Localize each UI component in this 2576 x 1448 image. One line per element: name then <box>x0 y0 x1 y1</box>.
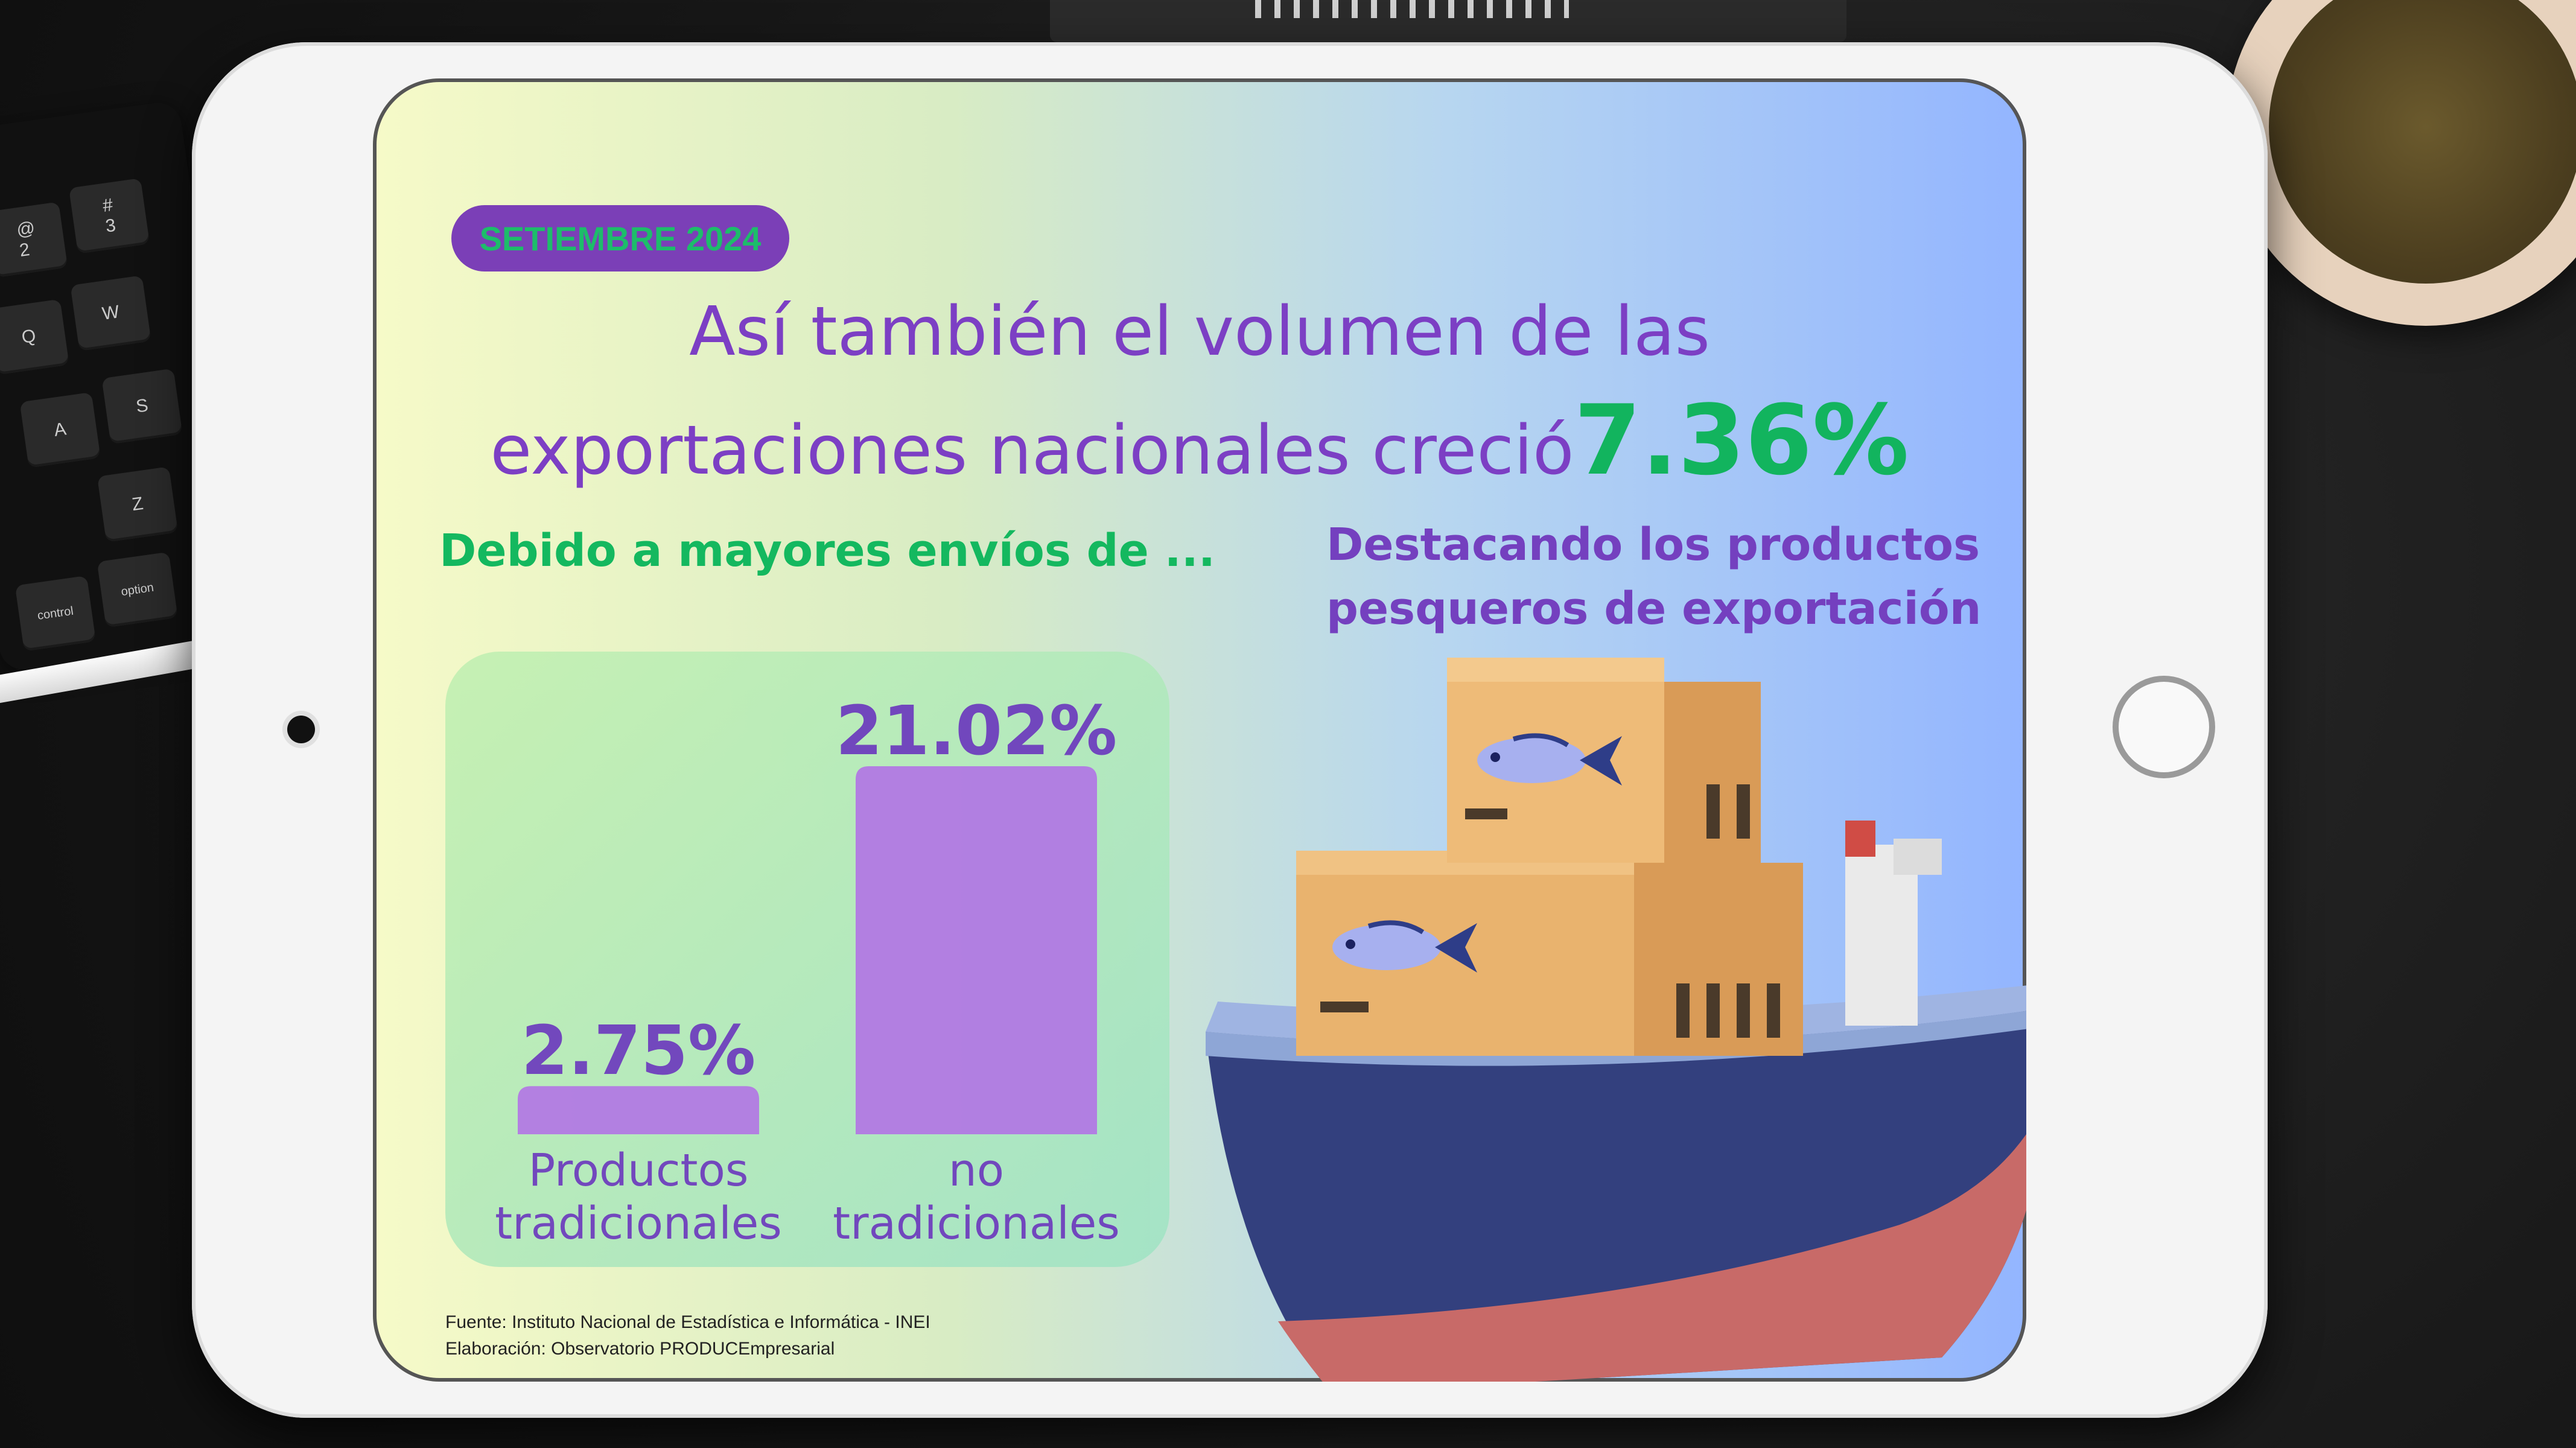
subheading-right-line-1: Destacando los productos <box>1326 519 1980 571</box>
category-label-0-1: tradicionales <box>495 1198 782 1250</box>
subheading-left: Debido a mayores envíos de ... <box>439 525 1215 577</box>
headline-growth-percent: 7.36% <box>1574 384 1909 497</box>
bar-1 <box>856 766 1097 1134</box>
category-label-1-1: tradicionales <box>833 1198 1120 1250</box>
tablet-screen: SETIEMBRE 2024 Así también el volumen de… <box>373 78 2026 1382</box>
elaboration-line: Elaboración: Observatorio PRODUCEmpresar… <box>445 1339 835 1359</box>
category-label-1-0: no <box>949 1145 1004 1196</box>
fish-icon <box>1332 920 1477 973</box>
data-label-1: 21.02% <box>836 692 1117 770</box>
data-label-0: 2.75% <box>521 1012 756 1090</box>
notebook-image <box>1050 0 1846 42</box>
headline-line-2: exportaciones nacionales creció7.36% <box>433 386 1966 505</box>
headline: Así también el volumen de las exportacio… <box>433 278 1966 505</box>
subheading-right-line-2: pesqueros de exportación <box>1326 583 1982 635</box>
chart-panel: 2.75% Productos tradicionales 21.02% no tradi… <box>445 652 1169 1267</box>
tablet-frame: SETIEMBRE 2024 Así también el volumen de… <box>192 42 2268 1418</box>
category-label-0-0: Productos <box>529 1145 749 1196</box>
headline-line-2-text: exportaciones nacionales creció <box>490 411 1574 490</box>
date-badge: SETIEMBRE 2024 <box>451 205 789 272</box>
camera-icon <box>287 716 315 743</box>
cargo-ship-illustration <box>1206 658 2026 1382</box>
bar-0 <box>518 1086 759 1134</box>
source-line: Fuente: Instituto Nacional de Estadístic… <box>445 1312 930 1332</box>
subheading-right: Destacando los productos pesqueros de ex… <box>1326 513 1990 641</box>
headline-line-1: Así también el volumen de las <box>689 293 1710 371</box>
home-button[interactable] <box>2113 676 2215 778</box>
bar-chart: 2.75%Productostradicionales21.02%notradi… <box>495 692 1120 1250</box>
source-note: Fuente: Instituto Nacional de Estadístic… <box>445 1309 930 1362</box>
fish-icon <box>1477 733 1622 786</box>
cactus-plant-image <box>2227 0 2576 326</box>
